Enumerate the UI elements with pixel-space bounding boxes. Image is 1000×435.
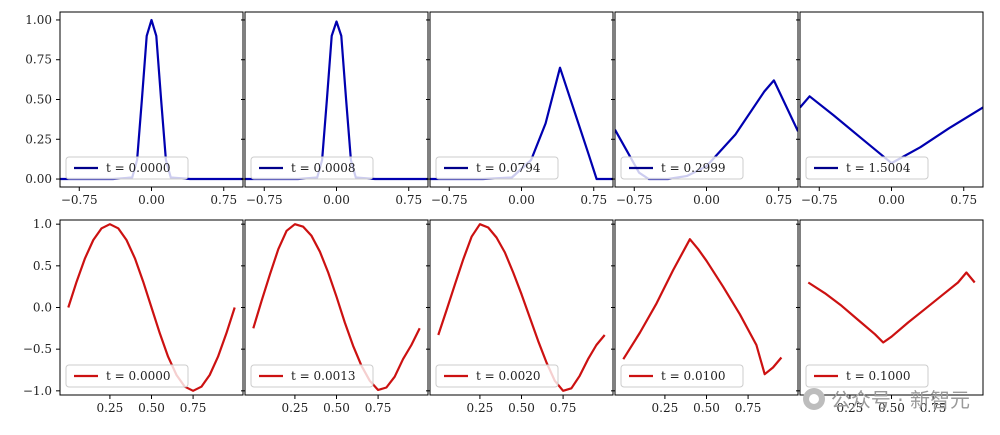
- x-tick-label: 0.25: [652, 401, 679, 415]
- x-tick-label: 0.75: [180, 401, 207, 415]
- legend-label: t = 0.0013: [291, 369, 356, 383]
- x-tick-label: 0.00: [693, 193, 720, 207]
- x-tick-label: 0.00: [138, 193, 165, 207]
- x-tick-label: 0.75: [920, 401, 947, 415]
- legend-label: t = 1.5004: [846, 161, 911, 175]
- y-tick-label: 0.50: [25, 93, 52, 107]
- y-tick-label: 0.25: [25, 132, 52, 146]
- x-tick-label: 0.50: [878, 401, 905, 415]
- x-tick-label: 0.50: [138, 401, 165, 415]
- series-line: [252, 223, 421, 392]
- y-tick-label: −1.0: [23, 384, 52, 398]
- series-line: [60, 18, 243, 181]
- series-line: [245, 20, 428, 181]
- legend-label: t = 0.0000: [106, 369, 171, 383]
- x-tick-label: 0.75: [210, 193, 237, 207]
- watermark: 公众号 · 新智元: [802, 384, 970, 413]
- legend-box: [620, 364, 744, 388]
- x-tick-label: 0.75: [765, 193, 792, 207]
- wechat-icon: [802, 387, 825, 410]
- series-line: [807, 271, 976, 344]
- x-tick-label: 0.00: [508, 193, 535, 207]
- legend-box: [250, 156, 374, 180]
- x-tick-label: 0.75: [950, 193, 977, 207]
- x-tick-label: 0.25: [282, 401, 309, 415]
- y-tick-label: 0.5: [33, 259, 52, 273]
- x-tick-label: −0.75: [801, 193, 838, 207]
- panel-r2-c2: 0.25 0.50 0.75 t = 0.0013: [241, 219, 429, 415]
- x-tick-label: 0.75: [550, 401, 577, 415]
- x-tick-label: 0.75: [580, 193, 607, 207]
- y-tick-label: 1.0: [33, 217, 52, 231]
- series-line: [67, 223, 236, 392]
- panel-r1-c1: −0.75 0.00 0.75 0.00 0.25 0.50 0.75 1.00 t = 0.0…: [25, 11, 244, 207]
- legend-box: [65, 364, 189, 388]
- panel-r2-c5: 0.25 0.50 0.75 t = 0.1000: [796, 219, 984, 415]
- x-tick-label: 0.00: [323, 193, 350, 207]
- y-tick-label: 0.75: [25, 53, 52, 67]
- x-tick-label: 0.50: [508, 401, 535, 415]
- x-tick-label: −0.75: [246, 193, 283, 207]
- x-tick-label: 0.50: [323, 401, 350, 415]
- legend-box: [435, 156, 559, 180]
- panel-r1-c5: −0.75 0.00 0.75 t = 1.5004: [796, 11, 984, 207]
- x-tick-label: −0.75: [431, 193, 468, 207]
- legend-label: t = 0.0100: [661, 369, 726, 383]
- x-tick-label: −0.75: [61, 193, 98, 207]
- x-tick-label: 0.25: [467, 401, 494, 415]
- legend-label: t = 0.0020: [476, 369, 541, 383]
- x-tick-label: 0.25: [837, 401, 864, 415]
- legend-box: [805, 156, 929, 180]
- legend-label: t = 0.2999: [661, 161, 726, 175]
- x-tick-label: 0.00: [878, 193, 905, 207]
- legend-label: t = 0.0794: [476, 161, 541, 175]
- y-tick-label: −0.5: [23, 342, 52, 356]
- legend-label: t = 0.0008: [291, 161, 356, 175]
- legend-label: t = 0.0000: [106, 161, 171, 175]
- panel-r1-c2: −0.75 0.00 0.75 t = 0.0008: [241, 11, 429, 207]
- series-line: [437, 223, 606, 392]
- y-tick-label: 0.0: [33, 301, 52, 315]
- panel-r2-c1: 0.25 0.50 0.75 −1.0 −0.5 0.0 0.5 1.0 t = 0.0000: [23, 217, 244, 415]
- legend-box: [620, 156, 744, 180]
- x-tick-label: 0.75: [735, 401, 762, 415]
- legend-box: [65, 156, 189, 180]
- panel-r2-c4: 0.25 0.50 0.75 t = 0.0100: [611, 219, 799, 415]
- panel-r2-c3: 0.25 0.50 0.75 t = 0.0020: [426, 219, 614, 415]
- legend-box: [250, 364, 374, 388]
- panel-r1-c4: −0.75 0.00 0.75 t = 0.2999: [611, 11, 799, 207]
- y-tick-label: 0.00: [25, 172, 52, 186]
- series-line: [622, 238, 783, 376]
- x-tick-label: 0.50: [693, 401, 720, 415]
- series-line: [800, 95, 983, 165]
- y-tick-label: 1.00: [25, 13, 52, 27]
- x-tick-label: 0.25: [97, 401, 124, 415]
- legend-box: [435, 364, 559, 388]
- x-tick-label: 0.75: [365, 401, 392, 415]
- watermark-text: 公众号 · 新智元: [830, 388, 970, 412]
- legend-label: t = 0.1000: [846, 369, 911, 383]
- x-tick-label: 0.75: [395, 193, 422, 207]
- panel-r1-c3: −0.75 0.00 0.75 t = 0.0794: [426, 11, 614, 207]
- legend-box: [805, 364, 929, 388]
- x-tick-label: −0.75: [616, 193, 653, 207]
